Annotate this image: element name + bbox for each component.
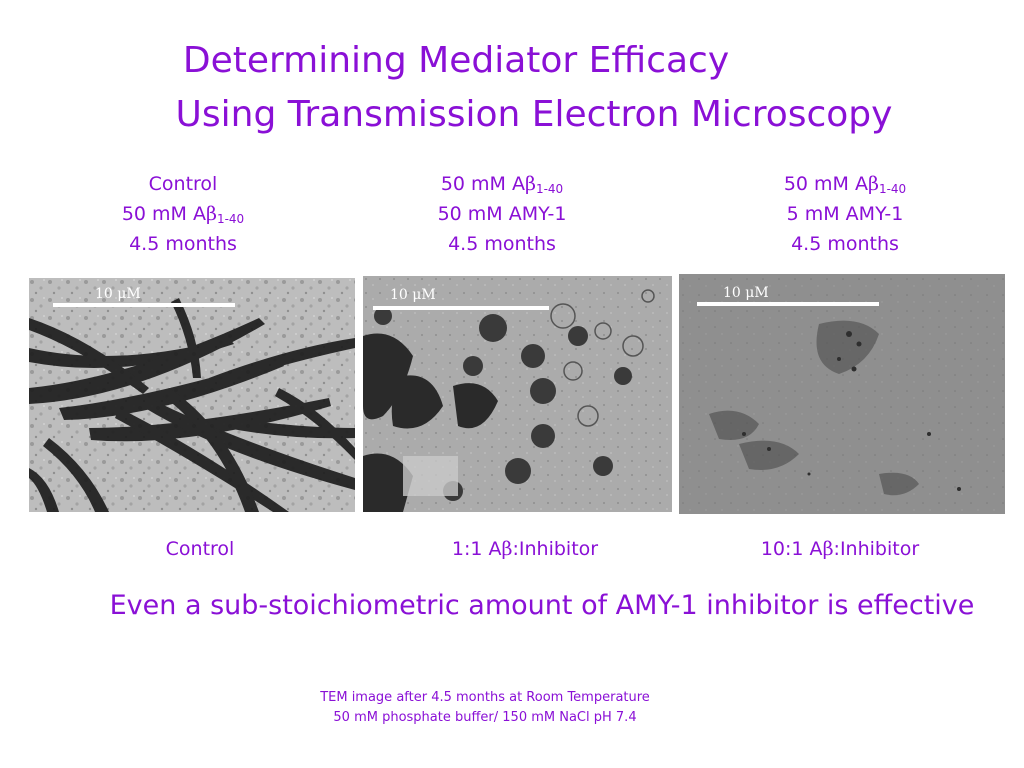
ratio-label-10-1: 10:1 Aβ:Inhibitor	[760, 538, 920, 560]
condition-concentration: 50 mM Aβ1-40	[121, 203, 245, 226]
condition-inhibitor: 5 mM AMY-1	[786, 203, 904, 225]
scale-bar	[697, 302, 879, 306]
condition-header-1-1: 50 mM Aβ1-40 50 mM AMY-1 4.5 months	[352, 169, 652, 259]
scale-label: 10 μM	[95, 286, 141, 302]
condition-duration: 4.5 months	[791, 233, 899, 255]
footnote-line-1: TEM image after 4.5 months at Room Tempe…	[320, 690, 650, 705]
condition-concentration: 50 mM Aβ1-40	[440, 173, 564, 196]
conclusion-text: Even a sub-stoichiometric amount of AMY-…	[109, 590, 975, 621]
footnote-line-2: 50 mM phosphate buffer/ 150 mM NaCl pH 7…	[333, 710, 637, 725]
condition-duration: 4.5 months	[129, 233, 237, 255]
ratio-label-1-1: 1:1 Aβ:Inhibitor	[451, 538, 599, 560]
page-title-line-1: Determining Mediator Efficacy	[182, 40, 730, 81]
tem-image-10-1: 10 μM	[679, 274, 1005, 514]
condition-duration: 4.5 months	[448, 233, 556, 255]
condition-inhibitor: 50 mM AMY-1	[437, 203, 567, 225]
tem-image-control: 10 μM	[29, 278, 355, 512]
condition-label: Control	[148, 173, 218, 195]
scale-label: 10 μM	[723, 285, 769, 301]
condition-header-control: Control 50 mM Aβ1-40 4.5 months	[33, 169, 333, 259]
scale-bar	[373, 306, 549, 310]
ratio-label-control: Control	[165, 538, 235, 560]
scale-label: 10 μM	[390, 287, 436, 303]
condition-concentration: 50 mM Aβ1-40	[783, 173, 907, 196]
scale-bar	[53, 303, 235, 307]
condition-header-10-1: 50 mM Aβ1-40 5 mM AMY-1 4.5 months	[695, 169, 995, 259]
page-title-line-2: Using Transmission Electron Microscopy	[175, 94, 893, 135]
tem-image-1-1: 10 μM	[363, 276, 672, 512]
